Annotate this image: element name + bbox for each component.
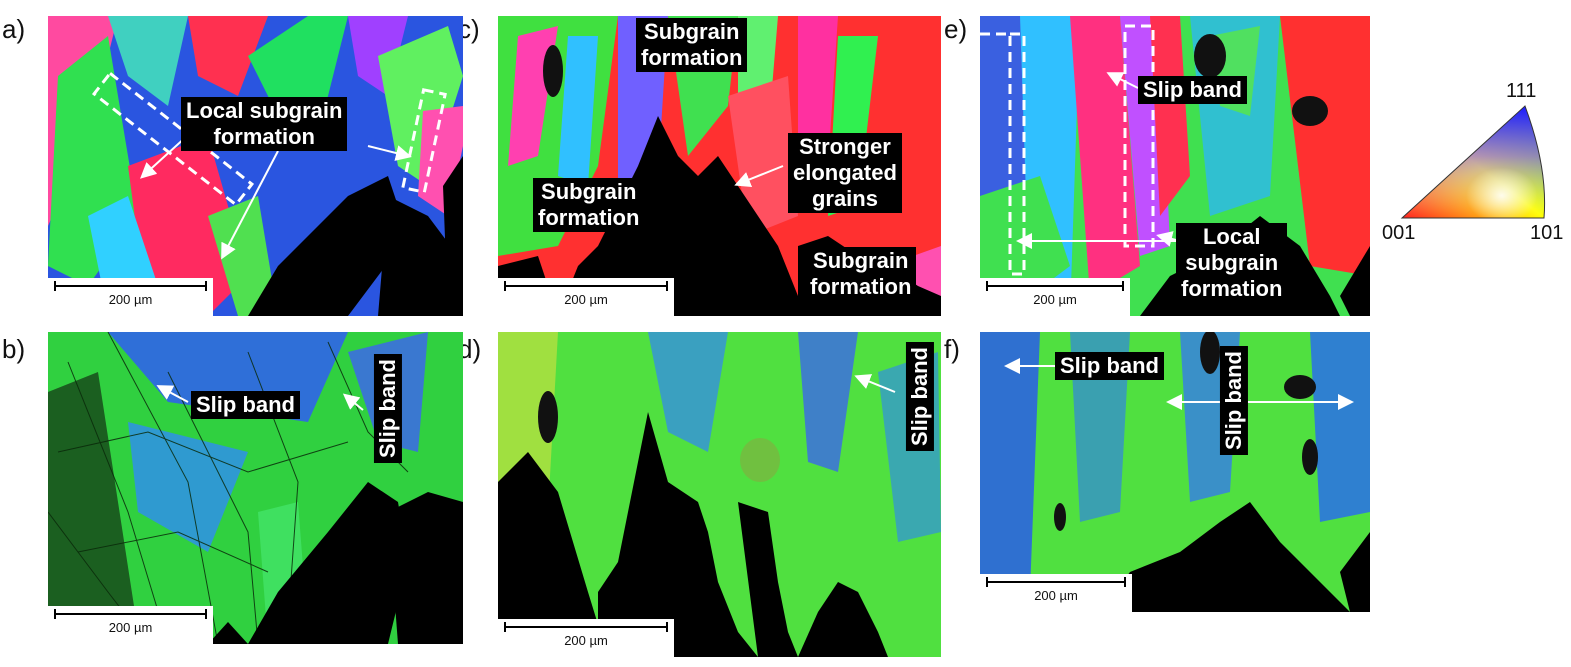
panel-label-c: c) [458,14,480,44]
scale-bar-label: 200 µm [1034,588,1078,603]
annotation-slip-band: Slip band [191,391,300,419]
scale-bar-label: 200 µm [108,292,153,307]
scale-bar-line [986,281,1124,291]
scale-bar-b: 200 µm [48,606,213,644]
ipf-label-111: 111 [1506,80,1537,102]
annotation-slip-band-vertical: Slip band [906,342,934,451]
scale-bar-line [504,622,668,632]
panel-label-e: e) [944,14,968,44]
annotation-local-subgrain-formation: Local subgrain formation [181,97,348,151]
scale-bar-line [54,609,207,619]
ipf-triangle [1400,105,1546,219]
scale-bar-d: 200 µm [498,619,674,657]
panel-label-b: b) [2,334,26,364]
panel-label-f: f) [944,334,960,364]
annotation-local-subgrain-formation: Local subgrain formation [1176,223,1288,303]
scale-bar-label: 200 µm [564,292,608,307]
scale-bar-line [504,281,668,291]
ebsd-ipf-map-e: Slip band Local subgrain formation 200 µ… [980,16,1370,316]
scale-bar-f: 200 µm [980,574,1132,612]
scale-bar-label: 200 µm [1033,292,1077,307]
scale-bar-c: 200 µm [498,278,674,316]
panel-label-a: a) [2,14,26,44]
annotation-subgrain-formation-bottom: Subgrain formation [805,247,917,301]
kam-map-image-f [980,332,1370,612]
ipf-map-image-a [48,16,463,316]
ebsd-ipf-map-c: Subgrain formation Subgrain formation St… [498,16,941,316]
ebsd-kam-map-b: Slip band Slip band 200 µm [48,332,463,644]
annotation-slip-band: Slip band [1138,76,1247,104]
scale-bar-label: 200 µm [108,620,153,635]
annotation-subgrain-formation-left: Subgrain formation [533,178,645,232]
kam-map-image-d [498,332,941,657]
annotation-slip-band-vertical: Slip band [374,354,402,463]
scale-bar-line [54,281,207,291]
ipf-label-001: 001 [1382,222,1416,244]
ebsd-ipf-map-a: Local subgrain formation 200 µm [48,16,463,316]
scale-bar-e: 200 µm [980,278,1130,316]
ipf-color-key-legend: 111 001 101 [1380,78,1570,248]
ebsd-kam-map-f: Slip band Slip band 200 µm [980,332,1370,612]
ipf-map-image-e [980,16,1370,316]
annotation-subgrain-formation-top: Subgrain formation [636,18,748,72]
annotation-stronger-elongated-grains: Stronger elongated grains [788,133,902,213]
ebsd-kam-map-d: Slip band 200 µm [498,332,941,657]
scale-bar-a: 200 µm [48,278,213,316]
annotation-slip-band-vertical: Slip band [1220,346,1248,455]
annotation-slip-band: Slip band [1055,352,1164,380]
scale-bar-line [986,577,1126,587]
ipf-label-101: 101 [1530,222,1564,244]
scale-bar-label: 200 µm [564,633,608,648]
panel-label-d: d) [458,334,482,364]
